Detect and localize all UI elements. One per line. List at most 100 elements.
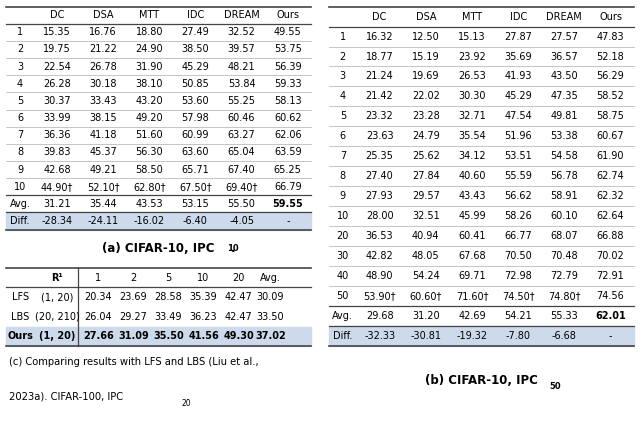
Text: 60.10: 60.10 [550, 212, 578, 222]
Text: DC: DC [50, 10, 64, 20]
Text: 10: 10 [14, 182, 26, 192]
Text: Ours: Ours [7, 331, 33, 341]
Text: 2023a). CIFAR-100, IPC: 2023a). CIFAR-100, IPC [10, 392, 124, 402]
Text: 26.53: 26.53 [458, 72, 486, 81]
Text: DSA: DSA [415, 11, 436, 21]
Text: 41.56: 41.56 [188, 331, 219, 341]
Text: 20: 20 [232, 273, 244, 283]
Text: 62.64: 62.64 [596, 212, 625, 222]
Text: 42.47: 42.47 [225, 312, 252, 322]
Text: 67.68: 67.68 [458, 251, 486, 261]
Text: 74.80†: 74.80† [548, 291, 580, 301]
Text: 53.75: 53.75 [274, 45, 301, 55]
Text: 26.04: 26.04 [84, 312, 112, 322]
Text: 29.68: 29.68 [366, 311, 394, 321]
Text: 58.75: 58.75 [596, 111, 625, 121]
Text: 40.60: 40.60 [458, 171, 486, 181]
Text: 7: 7 [17, 130, 23, 140]
Text: 15.35: 15.35 [43, 27, 71, 37]
Text: 23.63: 23.63 [366, 132, 394, 142]
Text: 31.90: 31.90 [136, 62, 163, 72]
Text: 30: 30 [337, 251, 349, 261]
Text: 53.51: 53.51 [504, 151, 532, 161]
Text: 58.26: 58.26 [504, 212, 532, 222]
Text: 15.13: 15.13 [458, 31, 486, 42]
Text: 58.13: 58.13 [274, 96, 301, 106]
Text: 31.09: 31.09 [118, 331, 149, 341]
Text: 38.10: 38.10 [136, 79, 163, 89]
Text: 2: 2 [131, 273, 136, 283]
Text: 51.60: 51.60 [136, 130, 163, 140]
Text: 10: 10 [227, 244, 239, 253]
Text: 70.50: 70.50 [504, 251, 532, 261]
Text: 38.50: 38.50 [182, 45, 209, 55]
Text: 66.77: 66.77 [504, 231, 532, 241]
Text: 55.59: 55.59 [504, 171, 532, 181]
Text: 9: 9 [17, 165, 23, 174]
Text: 7: 7 [340, 151, 346, 161]
Text: 2: 2 [340, 52, 346, 62]
Text: 45.37: 45.37 [89, 147, 117, 157]
Bar [6, 326, 311, 346]
Text: 28.00: 28.00 [366, 212, 394, 222]
Text: 60.67: 60.67 [596, 132, 625, 142]
Text: 54.24: 54.24 [412, 271, 440, 281]
Text: -30.81: -30.81 [410, 331, 442, 341]
Text: 23.32: 23.32 [365, 111, 394, 121]
Text: 30.30: 30.30 [458, 91, 486, 101]
Text: -4.05: -4.05 [229, 216, 254, 226]
Text: (1, 20): (1, 20) [39, 331, 76, 341]
Text: 43.43: 43.43 [458, 191, 486, 201]
Text: 56.29: 56.29 [596, 72, 625, 81]
Text: DSA: DSA [93, 10, 113, 20]
Text: 33.43: 33.43 [90, 96, 117, 106]
Text: 42.68: 42.68 [43, 165, 70, 174]
Text: 42.69: 42.69 [458, 311, 486, 321]
Text: LBS: LBS [11, 312, 29, 322]
Text: 40: 40 [337, 271, 349, 281]
Text: 12.50: 12.50 [412, 31, 440, 42]
Text: 45.99: 45.99 [458, 212, 486, 222]
Text: 20: 20 [181, 399, 191, 408]
Text: 68.07: 68.07 [550, 231, 578, 241]
Text: Avg.: Avg. [260, 273, 281, 283]
Text: 2: 2 [17, 45, 23, 55]
Text: 67.40: 67.40 [228, 165, 255, 174]
Text: IDC: IDC [509, 11, 527, 21]
Text: 56.62: 56.62 [504, 191, 532, 201]
Text: -24.11: -24.11 [88, 216, 118, 226]
Text: (c) Comparing results with LFS and LBS (Liu et al.,: (c) Comparing results with LFS and LBS (… [10, 357, 259, 368]
Text: 53.90†: 53.90† [364, 291, 396, 301]
Bar [329, 326, 634, 346]
Text: 44.90†: 44.90† [41, 182, 73, 192]
Text: 60.62: 60.62 [274, 113, 301, 123]
Text: 53.15: 53.15 [182, 199, 209, 209]
Text: MTT: MTT [139, 10, 159, 20]
Text: 62.74: 62.74 [596, 171, 625, 181]
Text: 41.18: 41.18 [90, 130, 117, 140]
Text: 10: 10 [337, 212, 349, 222]
Text: MTT: MTT [462, 11, 482, 21]
Text: 62.06: 62.06 [274, 130, 301, 140]
Text: 61.90: 61.90 [596, 151, 624, 161]
Text: 54.58: 54.58 [550, 151, 578, 161]
Text: -: - [286, 216, 289, 226]
Text: 35.69: 35.69 [504, 52, 532, 62]
Text: 43.53: 43.53 [136, 199, 163, 209]
Text: 48.21: 48.21 [228, 62, 255, 72]
Text: Avg.: Avg. [332, 311, 353, 321]
Text: 63.59: 63.59 [274, 147, 301, 157]
Text: 57.98: 57.98 [182, 113, 209, 123]
Text: 15.19: 15.19 [412, 52, 440, 62]
Text: 20: 20 [337, 231, 349, 241]
Text: (a) CIFAR-10, IPC: (a) CIFAR-10, IPC [102, 242, 215, 255]
Text: 47.54: 47.54 [504, 111, 532, 121]
Text: 48.90: 48.90 [366, 271, 394, 281]
Text: 25.62: 25.62 [412, 151, 440, 161]
Text: 27.57: 27.57 [550, 31, 579, 42]
Text: 36.23: 36.23 [189, 312, 218, 322]
Text: -32.33: -32.33 [364, 331, 395, 341]
Text: 50.85: 50.85 [182, 79, 209, 89]
Text: 16.32: 16.32 [366, 31, 394, 42]
Text: 19.69: 19.69 [412, 72, 440, 81]
